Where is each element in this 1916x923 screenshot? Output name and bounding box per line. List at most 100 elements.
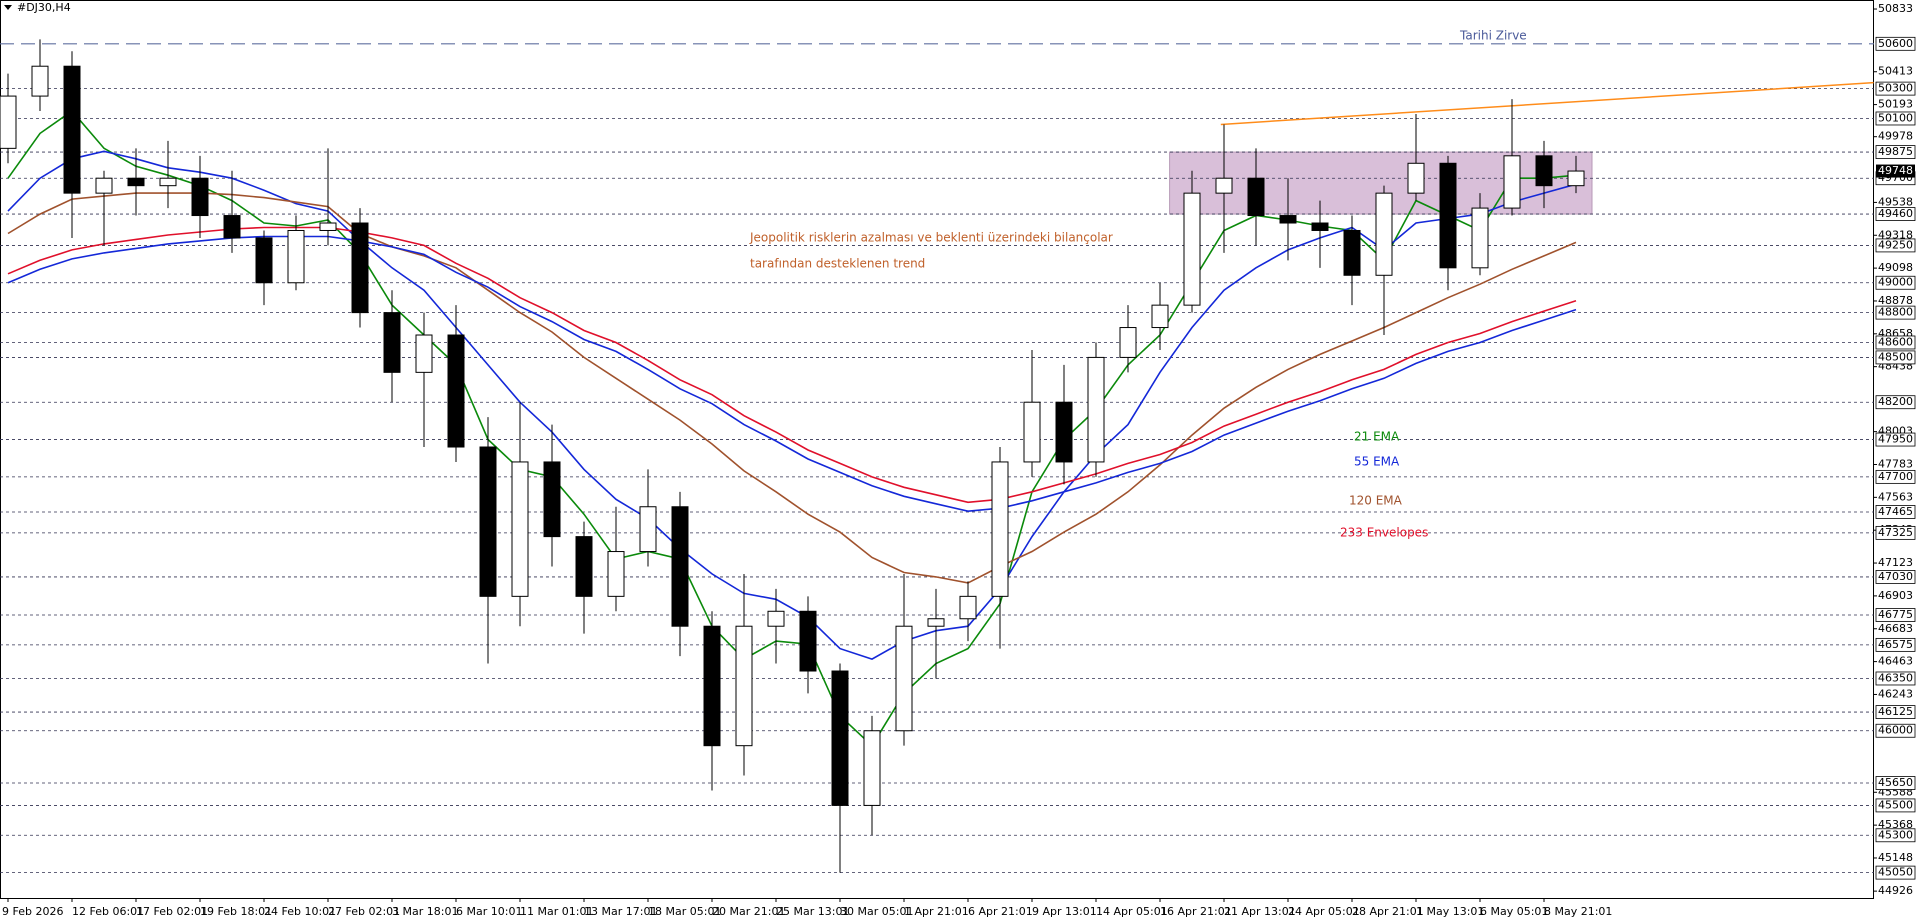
level-label-box <box>1875 608 1916 622</box>
y-tick-label: 46903 <box>1878 589 1913 602</box>
level-label: 49875 <box>1878 145 1913 158</box>
x-tick-label: 24 Feb 10:01 <box>264 905 336 918</box>
candle-body <box>1247 177 1265 217</box>
level-label: 48500 <box>1878 350 1913 363</box>
level-label: 50100 <box>1878 111 1913 124</box>
candle-body <box>991 461 1009 597</box>
y-tick-label: 44926 <box>1878 884 1913 897</box>
chart-title: #DJ30,H4 <box>17 1 71 14</box>
x-tick-label: 20 Mar 21:01 <box>712 905 785 918</box>
candle-body <box>799 610 817 672</box>
y-tick-label: 49538 <box>1878 195 1913 208</box>
x-tick-label: 6 May 05:01 <box>1480 905 1548 918</box>
level-label-box <box>1875 207 1916 221</box>
level-label-box <box>1875 238 1916 253</box>
candle-body <box>479 446 497 597</box>
level-label: 48600 <box>1878 335 1913 348</box>
level-label: 46575 <box>1878 638 1913 651</box>
candle-body <box>1407 162 1425 194</box>
candle-body <box>767 610 785 627</box>
peak-label-box <box>1875 36 1916 51</box>
level-label: 46000 <box>1878 724 1913 737</box>
candle-body <box>0 95 17 149</box>
level-label-box <box>1875 637 1916 652</box>
level-label: 47950 <box>1878 433 1913 446</box>
level-label-box <box>1875 505 1916 519</box>
x-tick-label: 9 Feb 2026 <box>2 905 63 918</box>
x-tick-label: 9 Apr 13:01 <box>1032 905 1097 918</box>
candle-body <box>1535 155 1553 187</box>
candle-body <box>1471 207 1489 269</box>
trendline <box>1220 81 1874 126</box>
candle-body <box>959 595 977 620</box>
level-label-box <box>1875 395 1916 410</box>
level-label: 45650 <box>1878 776 1913 789</box>
candle-body <box>1119 327 1137 358</box>
x-tick-label: 1 Apr 21:01 <box>904 905 969 918</box>
level-label: 47465 <box>1878 505 1913 518</box>
level-label-box <box>1875 111 1916 126</box>
candle-body <box>639 506 657 553</box>
candle-body <box>31 65 49 97</box>
current-price-label: 49748 <box>1878 164 1913 177</box>
x-tick-label: 25 Mar 13:01 <box>776 905 849 918</box>
candle-body <box>351 222 369 314</box>
legend-label: 120 EMA <box>1349 494 1403 508</box>
level-label-box <box>1875 305 1916 320</box>
indicator-line <box>7 192 1577 584</box>
level-label: 49000 <box>1878 276 1913 289</box>
candle-body <box>607 551 625 597</box>
y-tick-label: 50193 <box>1878 98 1913 111</box>
x-tick-label: 13 Mar 17:01 <box>584 905 657 918</box>
x-tick-label: 21 Apr 13:01 <box>1224 905 1296 918</box>
y-tick-label: 47563 <box>1878 490 1913 503</box>
candle-body <box>415 334 433 373</box>
indicator-line <box>7 150 1577 660</box>
level-label-box <box>1875 145 1916 159</box>
candle-body <box>1311 222 1329 231</box>
x-tick-label: 6 Mar 10:01 <box>456 905 522 918</box>
y-tick-label: 49318 <box>1878 228 1913 241</box>
level-label: 48800 <box>1878 306 1913 319</box>
level-label: 45300 <box>1878 828 1913 841</box>
x-tick-label: 17 Feb 02:01 <box>136 905 208 918</box>
level-label-box <box>1875 865 1916 880</box>
candle-body <box>447 334 465 448</box>
level-label: 46775 <box>1878 608 1913 621</box>
candle-body <box>95 177 113 194</box>
level-label-box <box>1875 335 1916 350</box>
y-tick-label: 45148 <box>1878 851 1913 864</box>
legend-label: 233 Envelopes <box>1340 526 1428 540</box>
level-label: 45500 <box>1878 798 1913 811</box>
level-label-box <box>1875 469 1916 484</box>
plot-frame <box>0 0 1874 899</box>
candle-body <box>735 625 753 747</box>
candle-body <box>863 730 881 806</box>
peak-label: Tarihi Zirve <box>1459 28 1527 42</box>
candle-body <box>1023 401 1041 463</box>
candle-body <box>927 618 945 627</box>
level-label: 50300 <box>1878 82 1913 95</box>
candle-body <box>1375 192 1393 276</box>
x-tick-label: 1 May 13:01 <box>1416 905 1484 918</box>
x-tick-label: 19 Feb 18:01 <box>200 905 272 918</box>
candle-body <box>63 65 81 194</box>
y-tick-label: 47783 <box>1878 457 1913 470</box>
menu-icon[interactable] <box>4 5 12 10</box>
y-tick-label: 49098 <box>1878 261 1913 274</box>
level-label: 46125 <box>1878 705 1913 718</box>
candle-body <box>383 312 401 373</box>
y-tick-label: 46683 <box>1878 622 1913 635</box>
legend-label: 55 EMA <box>1354 455 1400 469</box>
candle-body <box>575 536 593 597</box>
x-tick-label: 14 Apr 05:01 <box>1096 905 1168 918</box>
level-label-box <box>1875 432 1916 447</box>
indicator-line <box>7 226 1577 504</box>
candle-body <box>1215 177 1233 194</box>
candle-body <box>1055 401 1073 463</box>
candle-body <box>159 177 177 187</box>
y-tick-label: 48878 <box>1878 294 1913 307</box>
level-label-box <box>1875 671 1916 686</box>
level-label: 48200 <box>1878 395 1913 408</box>
